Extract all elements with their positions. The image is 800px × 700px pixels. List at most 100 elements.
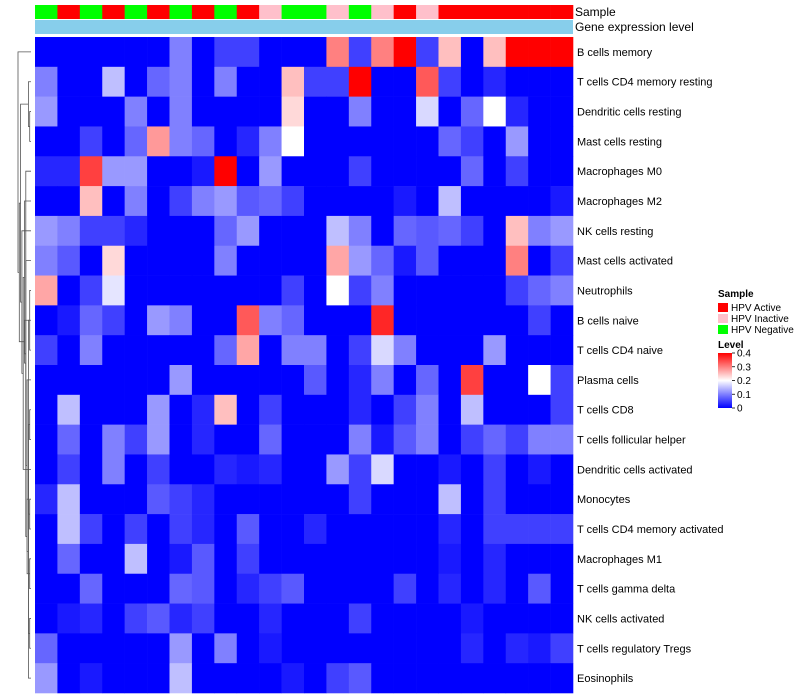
heatmap-cell bbox=[259, 424, 282, 455]
heatmap-cell bbox=[191, 335, 215, 366]
heatmap-cell bbox=[191, 573, 215, 604]
heatmap-cell bbox=[505, 633, 529, 664]
heatmap-cell bbox=[102, 454, 125, 485]
heatmap-cell bbox=[348, 215, 372, 247]
heatmap-cell bbox=[57, 66, 81, 97]
heatmap-cell bbox=[528, 275, 551, 306]
heatmap-cell bbox=[393, 573, 417, 604]
heatmap-cell bbox=[102, 603, 125, 634]
heatmap-cell bbox=[57, 275, 81, 306]
sample-cell bbox=[79, 5, 103, 19]
heatmap-cell bbox=[550, 454, 574, 485]
heatmap-cell bbox=[505, 365, 529, 396]
heatmap-cell bbox=[79, 663, 103, 694]
heatmap-cell bbox=[214, 365, 238, 396]
heatmap-cell bbox=[505, 454, 529, 485]
heatmap-cell bbox=[483, 156, 507, 187]
heatmap-cell bbox=[483, 245, 507, 276]
heatmap-cell bbox=[460, 305, 484, 336]
heatmap-cell bbox=[460, 66, 484, 97]
heatmap-cell bbox=[438, 245, 462, 276]
heatmap-cell bbox=[236, 275, 260, 306]
row-dendrogram bbox=[17, 51, 31, 679]
heatmap-cell bbox=[281, 543, 305, 575]
heatmap-cell bbox=[281, 633, 305, 664]
heatmap-cell bbox=[483, 126, 507, 157]
heatmap-cell bbox=[259, 37, 282, 68]
heatmap-cell bbox=[371, 245, 394, 276]
heatmap-cell bbox=[236, 484, 260, 515]
heatmap-cell bbox=[214, 514, 238, 545]
dendrogram-branch bbox=[29, 498, 31, 530]
heatmap-cell bbox=[460, 424, 484, 455]
legend-level-title: Level bbox=[718, 340, 744, 351]
heatmap-cell bbox=[236, 514, 260, 545]
heatmap-cell bbox=[102, 305, 125, 336]
heatmap-cell bbox=[35, 424, 58, 455]
sample-cell bbox=[550, 5, 574, 19]
legend-swatch bbox=[718, 303, 728, 312]
heatmap-cell bbox=[191, 156, 215, 187]
heatmap-cell bbox=[505, 573, 529, 604]
heatmap-cell bbox=[281, 215, 305, 247]
heatmap-cell bbox=[550, 126, 574, 157]
dendrogram-branch bbox=[29, 558, 31, 590]
heatmap-cell bbox=[438, 514, 462, 545]
heatmap-cell bbox=[124, 215, 148, 247]
heatmap-cell bbox=[124, 365, 148, 396]
heatmap-cell bbox=[79, 245, 103, 276]
heatmap-cell bbox=[236, 663, 260, 694]
heatmap-cell bbox=[191, 663, 215, 694]
heatmap-cell bbox=[371, 454, 394, 485]
heatmap-cell bbox=[236, 365, 260, 396]
legend-sample-title: Sample bbox=[718, 289, 754, 300]
heatmap-cell bbox=[550, 335, 574, 366]
heatmap-cell bbox=[259, 543, 282, 575]
heatmap-cell bbox=[483, 394, 507, 425]
heatmap-cell bbox=[35, 365, 58, 396]
heatmap-cell bbox=[281, 37, 305, 68]
heatmap-cell bbox=[79, 37, 103, 68]
heatmap-cell bbox=[236, 66, 260, 97]
heatmap-cell bbox=[79, 275, 103, 306]
heatmap-cell bbox=[483, 484, 507, 515]
heatmap-cell bbox=[147, 394, 170, 425]
heatmap-cell bbox=[214, 424, 238, 455]
heatmap-cell bbox=[259, 245, 282, 276]
sample-cell bbox=[102, 5, 125, 19]
heatmap-cell bbox=[393, 96, 417, 127]
heatmap-cell bbox=[393, 66, 417, 97]
heatmap-cell bbox=[57, 573, 81, 604]
heatmap-cell bbox=[348, 424, 372, 455]
heatmap-cell bbox=[393, 633, 417, 664]
heatmap-cell bbox=[393, 454, 417, 485]
heatmap-cell bbox=[550, 215, 574, 247]
heatmap-cell bbox=[528, 215, 551, 247]
heatmap-cell bbox=[57, 514, 81, 545]
heatmap-cell bbox=[550, 245, 574, 276]
heatmap-cell bbox=[483, 424, 507, 455]
heatmap-cell bbox=[169, 66, 193, 97]
heatmap-cell bbox=[416, 305, 439, 336]
heatmap-cell bbox=[326, 365, 350, 396]
heatmap-cell bbox=[416, 126, 439, 157]
heatmap-cell bbox=[147, 96, 170, 127]
heatmap-cell bbox=[281, 245, 305, 276]
legend-item-label: HPV Inactive bbox=[731, 314, 789, 325]
heatmap-cell bbox=[528, 66, 551, 97]
heatmap-cell bbox=[371, 484, 394, 515]
heatmap-cell bbox=[460, 37, 484, 68]
heatmap-cell bbox=[393, 305, 417, 336]
heatmap-cell bbox=[147, 37, 170, 68]
sample-cell bbox=[304, 5, 327, 19]
heatmap-cell bbox=[35, 186, 58, 217]
heatmap-cell bbox=[528, 335, 551, 366]
heatmap-cell bbox=[124, 305, 148, 336]
heatmap-cell bbox=[371, 305, 394, 336]
heatmap-cell bbox=[214, 603, 238, 634]
heatmap-cell bbox=[348, 603, 372, 634]
heatmap-cell bbox=[191, 275, 215, 306]
row-label: Mast cells activated bbox=[577, 256, 673, 268]
heatmap-cell bbox=[259, 633, 282, 664]
heatmap-cell bbox=[57, 633, 81, 664]
